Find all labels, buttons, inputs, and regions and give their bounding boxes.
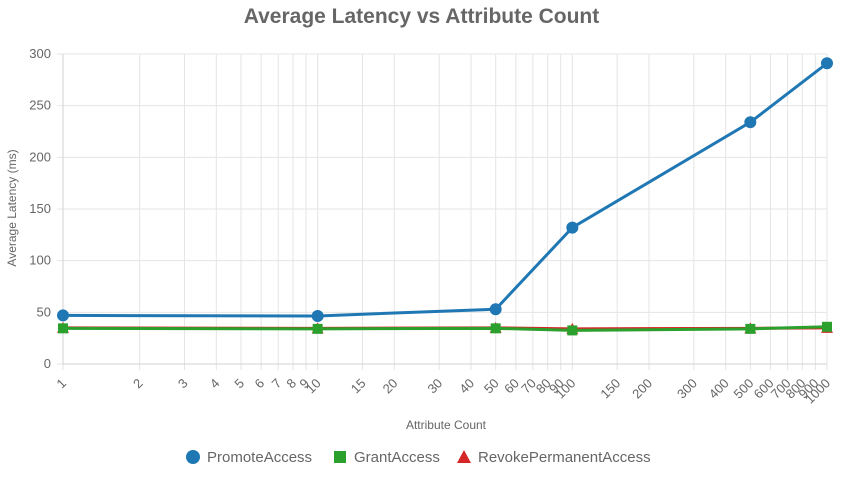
series-group bbox=[57, 57, 833, 336]
series-line bbox=[62, 325, 828, 332]
series-GrantAccess bbox=[58, 321, 832, 336]
y-tick-label: 0 bbox=[44, 356, 51, 371]
x-tick-label: 15 bbox=[348, 376, 369, 397]
data-point[interactable] bbox=[57, 309, 69, 322]
y-axis-title: Average Latency (ms) bbox=[5, 149, 19, 266]
series-PromoteAccess bbox=[57, 57, 833, 322]
x-tick-label: 8 bbox=[283, 376, 299, 392]
x-tick-label: 4 bbox=[207, 376, 223, 392]
grid-lines bbox=[57, 53, 828, 370]
y-tick-label: 50 bbox=[37, 304, 51, 319]
legend-marker-square bbox=[334, 451, 346, 463]
x-tick-label: 1 bbox=[53, 376, 69, 392]
x-tick-label: 20 bbox=[380, 376, 401, 397]
x-tick-label: 10 bbox=[303, 376, 324, 397]
data-point[interactable] bbox=[489, 303, 502, 316]
x-axis-title: Attribute Count bbox=[406, 418, 487, 432]
x-tick-label: 3 bbox=[175, 376, 191, 392]
data-point[interactable] bbox=[745, 323, 756, 334]
x-tick-label: 7 bbox=[269, 376, 285, 392]
data-point[interactable] bbox=[312, 323, 323, 334]
x-tick-label: 200 bbox=[629, 376, 655, 402]
legend-marker-circle bbox=[186, 450, 200, 464]
x-tick-label: 5 bbox=[231, 376, 247, 392]
x-tick-label: 300 bbox=[674, 376, 700, 402]
chart-title: Average Latency vs Attribute Count bbox=[243, 5, 600, 28]
x-tick-label: 6 bbox=[252, 376, 268, 392]
legend-item[interactable]: RevokePermanentAccess bbox=[457, 449, 651, 466]
x-tick-label: 2 bbox=[130, 376, 146, 392]
y-axis-ticks: 0 50 100 150 200 250 300 bbox=[29, 46, 51, 371]
data-point[interactable] bbox=[490, 323, 501, 334]
data-point[interactable] bbox=[821, 57, 833, 70]
y-tick-label: 100 bbox=[29, 253, 51, 268]
data-point[interactable] bbox=[58, 323, 68, 334]
legend-marker-triangle bbox=[457, 450, 471, 463]
legend-item[interactable]: PromoteAccess bbox=[186, 449, 312, 466]
x-tick-label: 400 bbox=[706, 376, 732, 402]
y-tick-label: 200 bbox=[29, 149, 51, 164]
x-tick-label: 40 bbox=[456, 376, 477, 397]
legend-label: GrantAccess bbox=[354, 449, 440, 466]
y-tick-label: 300 bbox=[29, 46, 51, 61]
legend-item[interactable]: GrantAccess bbox=[334, 449, 440, 466]
data-point[interactable] bbox=[311, 309, 324, 322]
y-tick-label: 150 bbox=[29, 201, 51, 216]
legend-label: PromoteAccess bbox=[207, 449, 312, 466]
legend[interactable]: PromoteAccess GrantAccess RevokePermanentA… bbox=[186, 449, 651, 466]
data-point[interactable] bbox=[744, 116, 757, 129]
data-point[interactable] bbox=[567, 325, 578, 336]
x-tick-label: 50 bbox=[481, 376, 502, 397]
series-line bbox=[62, 62, 828, 318]
x-tick-label: 150 bbox=[597, 376, 623, 402]
y-tick-label: 250 bbox=[29, 98, 51, 113]
legend-label: RevokePermanentAccess bbox=[478, 449, 651, 466]
x-tick-label: 30 bbox=[424, 376, 445, 397]
data-point[interactable] bbox=[566, 221, 579, 234]
data-point[interactable] bbox=[822, 321, 832, 332]
